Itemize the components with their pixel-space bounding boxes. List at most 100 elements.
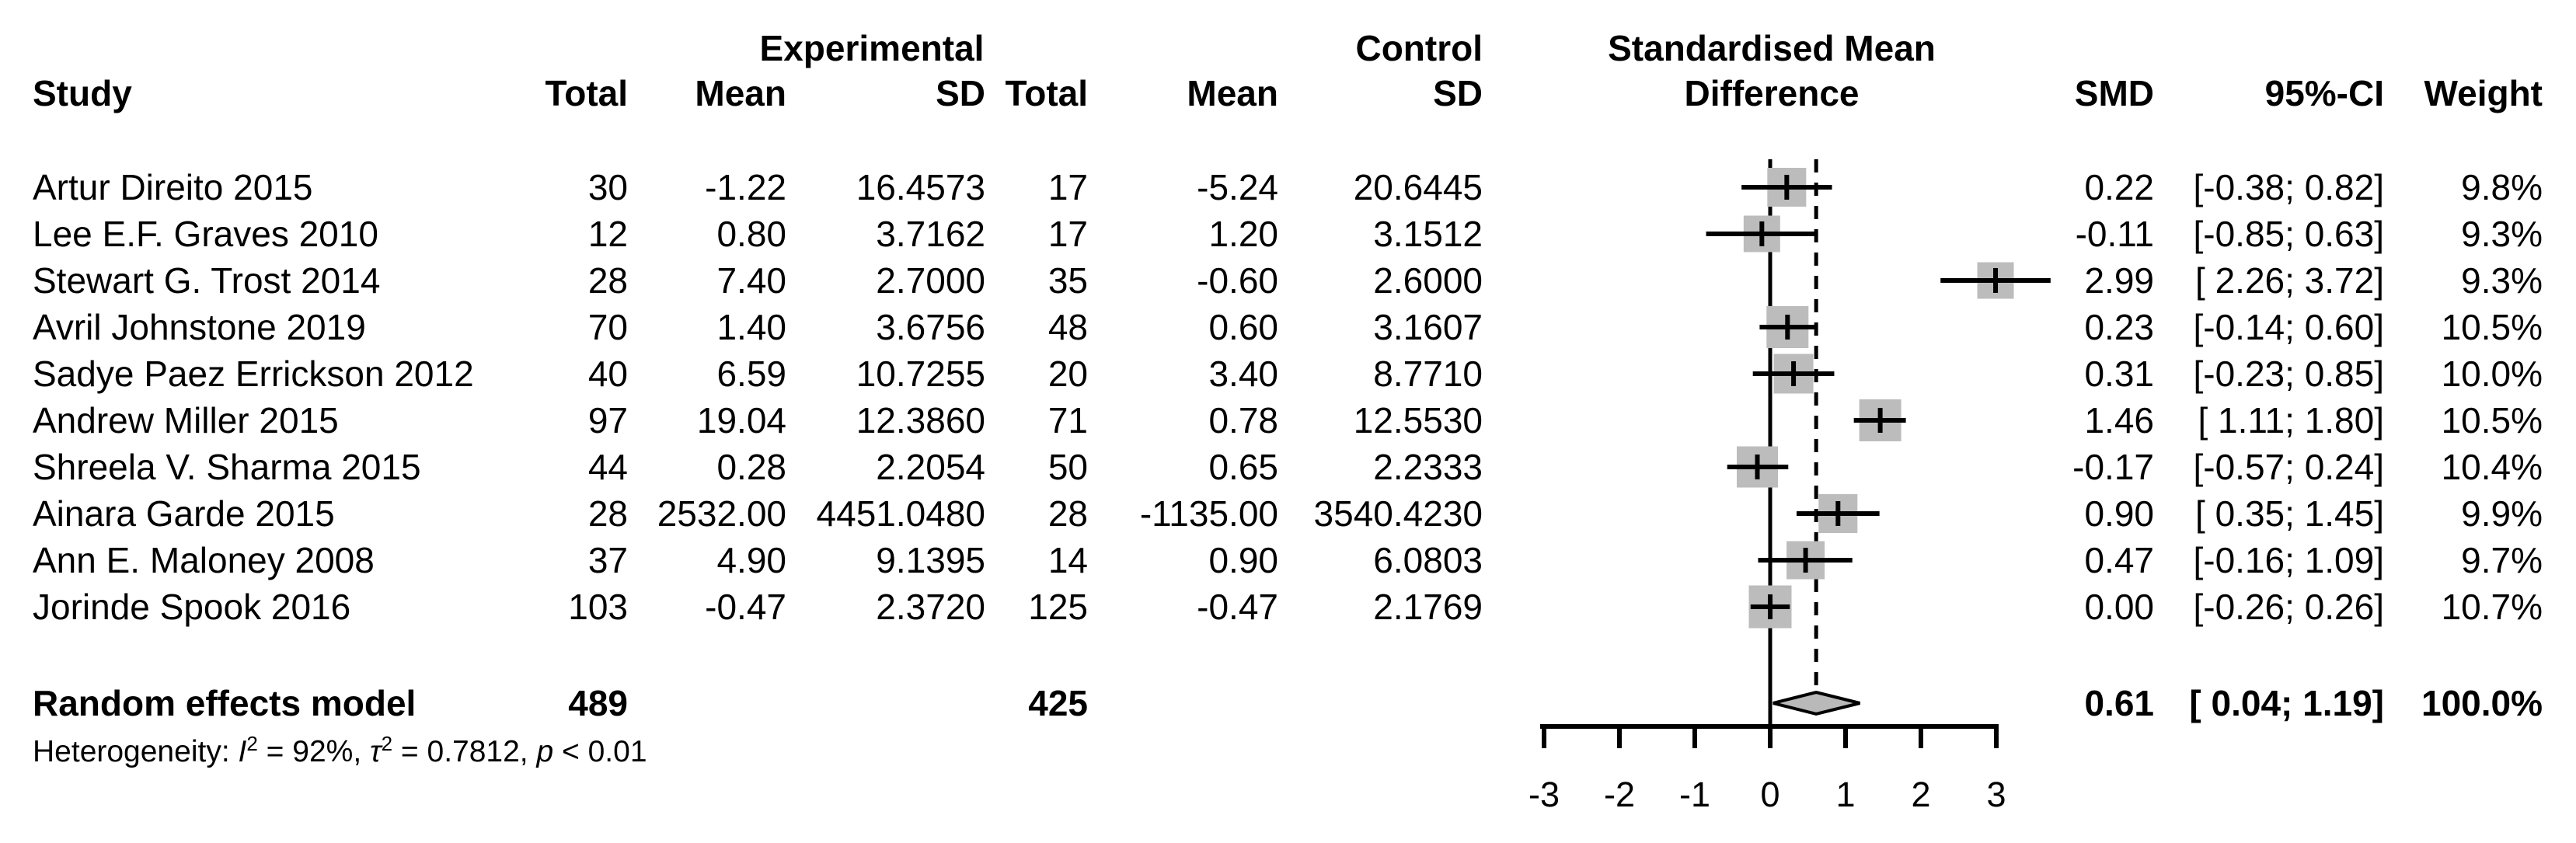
cell-ctrl-mean: 0.78 [1208, 400, 1278, 441]
cell-exp-sd: 2.3720 [876, 587, 985, 627]
cell-exp-sd: 3.7162 [876, 214, 985, 254]
x-axis-tick-label: 2 [1911, 775, 1930, 814]
tau-squared-exponent: 2 [381, 732, 393, 755]
cell-weight: 9.8% [2461, 167, 2543, 207]
cell-exp-mean: 2532.00 [657, 493, 786, 534]
p-symbol: p [536, 735, 554, 768]
cell-ctrl-total: 28 [1047, 493, 1088, 534]
cell-smd: 2.99 [2084, 260, 2154, 301]
cell-ctrl-sd: 2.2333 [1373, 447, 1483, 487]
cell-smd: -0.11 [2075, 214, 2154, 254]
cell-weight: 9.3% [2461, 214, 2543, 254]
cell-smd: 1.46 [2084, 400, 2154, 441]
study-name: Ann E. Maloney 2008 [33, 540, 375, 580]
cell-exp-sd: 12.3860 [856, 400, 985, 441]
column-header-exp-mean: Mean [695, 73, 786, 113]
cell-exp-total: 70 [587, 307, 628, 347]
cell-ctrl-mean: -0.60 [1197, 260, 1278, 301]
cell-weight: 10.0% [2441, 354, 2543, 394]
cell-exp-sd: 3.6756 [876, 307, 985, 347]
x-axis-tick-label: 0 [1760, 775, 1779, 814]
cell-ctrl-mean: 0.60 [1208, 307, 1278, 347]
cell-ci: [ 1.11; 1.80] [2198, 400, 2384, 441]
cell-exp-total: 28 [587, 493, 628, 534]
study-name: Sadye Paez Errickson 2012 [33, 354, 474, 394]
cell-ctrl-sd: 20.6445 [1353, 167, 1483, 207]
cell-ctrl-mean: -1135.00 [1139, 493, 1278, 534]
cell-smd: -0.17 [2072, 447, 2154, 487]
cell-smd: 0.90 [2084, 493, 2154, 534]
cell-exp-mean: -0.47 [705, 587, 786, 627]
cell-weight: 9.7% [2461, 540, 2543, 580]
study-name: Stewart G. Trost 2014 [33, 260, 381, 301]
x-axis-tick-label: -3 [1529, 775, 1560, 814]
plot-title-line2: Difference [1684, 73, 1860, 113]
cell-ci: [-0.14; 0.60] [2193, 307, 2385, 347]
cell-weight: 9.3% [2461, 260, 2543, 301]
cell-ci: [ 2.26; 3.72] [2195, 260, 2384, 301]
i-squared-symbol: I [238, 735, 247, 768]
cell-exp-sd: 2.7000 [876, 260, 985, 301]
x-axis-tick-label: 3 [1986, 775, 2006, 814]
pooled-diamond [1773, 690, 1860, 716]
tau-squared-symbol: τ [370, 735, 382, 768]
cell-exp-sd: 4451.0480 [816, 493, 985, 534]
cell-ci: [-0.16; 1.09] [2193, 540, 2385, 580]
cell-exp-sd: 10.7255 [856, 354, 985, 394]
study-name: Ainara Garde 2015 [33, 493, 335, 534]
x-axis-tick-label: -2 [1604, 775, 1635, 814]
cell-exp-mean: 1.40 [716, 307, 786, 347]
cell-exp-total: 40 [587, 354, 628, 394]
study-name: Artur Direito 2015 [33, 167, 313, 207]
cell-weight: 10.4% [2441, 447, 2543, 487]
cell-smd: 0.31 [2084, 354, 2154, 394]
cell-weight: 9.9% [2461, 493, 2543, 534]
cell-ci: [-0.57; 0.24] [2193, 447, 2385, 487]
p-value: < 0.01 [553, 735, 647, 768]
x-axis-tick-label: -1 [1679, 775, 1710, 814]
cell-weight: 10.5% [2441, 307, 2543, 347]
cell-ctrl-mean: 3.40 [1208, 354, 1278, 394]
pooled-ctrl-total: 425 [1028, 683, 1088, 723]
cell-exp-mean: 0.80 [716, 214, 786, 254]
cell-ctrl-total: 50 [1047, 447, 1088, 487]
heterogeneity-note: Heterogeneity: I2 = 92%, τ2 = 0.7812, p … [33, 731, 647, 773]
heterogeneity-prefix: Heterogeneity: [33, 735, 239, 768]
cell-ctrl-sd: 8.7710 [1373, 354, 1483, 394]
cell-exp-mean: -1.22 [705, 167, 786, 207]
i-squared-value: = 92%, [257, 735, 370, 768]
cell-exp-mean: 19.04 [696, 400, 786, 441]
cell-ctrl-sd: 3.1512 [1373, 214, 1483, 254]
cell-ci: [-0.23; 0.85] [2193, 354, 2385, 394]
study-name: Avril Johnstone 2019 [33, 307, 366, 347]
cell-ctrl-total: 125 [1028, 587, 1088, 627]
pooled-smd: 0.61 [2084, 683, 2154, 723]
cell-ci: [-0.85; 0.63] [2193, 214, 2385, 254]
cell-ctrl-sd: 6.0803 [1373, 540, 1483, 580]
column-header-ctrl-mean: Mean [1187, 73, 1278, 113]
cell-exp-total: 44 [587, 447, 628, 487]
cell-ctrl-mean: 0.65 [1208, 447, 1278, 487]
pooled-ci: [ 0.04; 1.19] [2189, 683, 2384, 723]
i-squared-exponent: 2 [246, 732, 258, 755]
column-header-study: Study [33, 73, 132, 113]
cell-ctrl-total: 17 [1047, 167, 1088, 207]
cell-weight: 10.5% [2441, 400, 2543, 441]
cell-ci: [-0.38; 0.82] [2193, 167, 2385, 207]
cell-exp-mean: 0.28 [716, 447, 786, 487]
group-header-control: Control [1355, 28, 1483, 68]
cell-ctrl-mean: 0.90 [1208, 540, 1278, 580]
cell-exp-mean: 6.59 [716, 354, 786, 394]
cell-ctrl-total: 20 [1047, 354, 1088, 394]
cell-smd: 0.47 [2084, 540, 2154, 580]
column-header-ci: 95%-CI [2264, 73, 2384, 113]
column-header-weight: Weight [2424, 73, 2543, 113]
column-header-smd: SMD [2074, 73, 2154, 113]
x-axis-tick-label: 1 [1835, 775, 1855, 814]
cell-ctrl-sd: 12.5530 [1353, 400, 1483, 441]
pooled-row-label: Random effects model [33, 683, 417, 723]
cell-exp-total: 28 [587, 260, 628, 301]
pooled-weight: 100.0% [2421, 683, 2543, 723]
